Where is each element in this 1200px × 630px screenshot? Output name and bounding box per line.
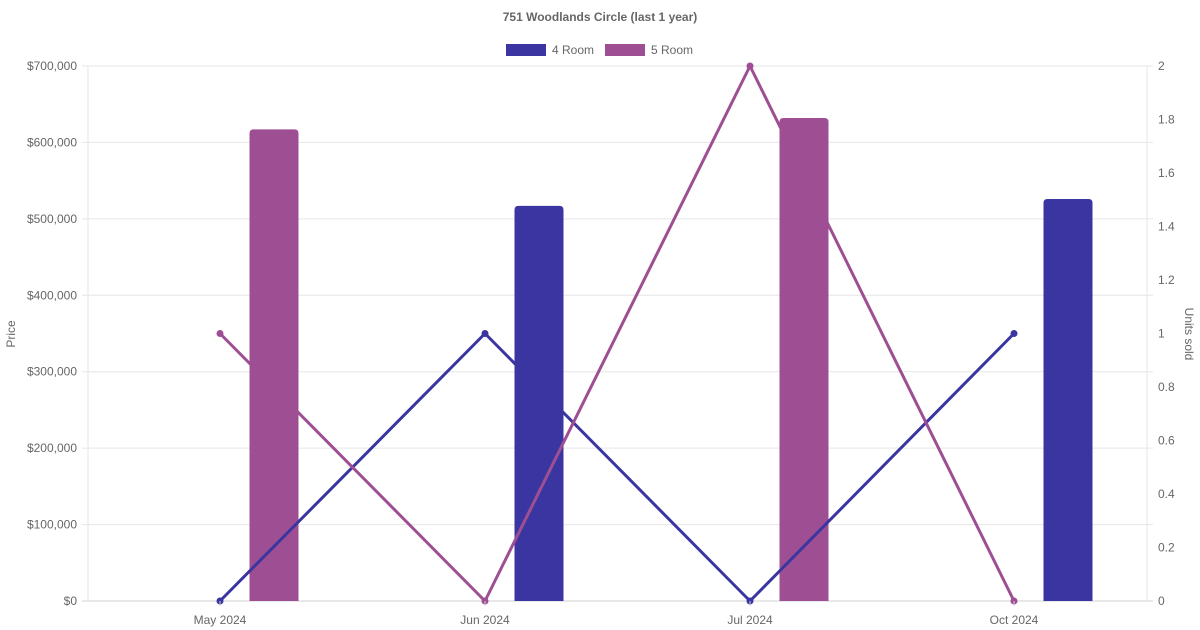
y-right-tick-label: 2	[1158, 59, 1165, 73]
y-right-tick-label: 0.8	[1158, 380, 1175, 394]
line-4-room	[218, 332, 1016, 603]
bar-series	[249, 117, 1093, 601]
y-right-axis-title: Units sold	[1182, 308, 1196, 361]
legend-swatch	[506, 44, 546, 56]
y-left-tick-label: $500,000	[27, 212, 77, 226]
y-left-tick-label: $700,000	[27, 59, 77, 73]
point-4-room	[481, 330, 489, 337]
line-series	[216, 62, 1018, 605]
bar-5-room	[779, 117, 829, 601]
x-tick-label: Jun 2024	[460, 613, 510, 627]
point-4-room	[1010, 330, 1018, 337]
y-left-tick-label: $400,000	[27, 288, 77, 302]
y-right-tick-label: 1	[1158, 327, 1165, 341]
y-right-tick-label: 0.2	[1158, 541, 1175, 555]
y-left-tick-label: $100,000	[27, 518, 77, 532]
bar-4-room	[514, 205, 564, 601]
point-5-room	[746, 62, 754, 70]
legend-label: 4 Room	[552, 43, 594, 57]
y-right-tick-label: 1.2	[1158, 273, 1175, 287]
y-left-tick-label: $0	[64, 594, 78, 608]
line-5-room	[218, 64, 1016, 603]
legend-label: 5 Room	[651, 43, 693, 57]
bar-5-room	[249, 129, 299, 601]
y-left-tick-label: $300,000	[27, 365, 77, 379]
y-right-tick-label: 1.6	[1158, 166, 1175, 180]
y-right-tick-label: 1.4	[1158, 220, 1175, 234]
y-left-axis-title: Price	[4, 320, 18, 348]
legend: 4 Room 5 Room	[506, 43, 693, 57]
y-right-tick-label: 1.8	[1158, 113, 1175, 127]
x-tick-label: Oct 2024	[990, 613, 1039, 627]
y-left-tick-label: $600,000	[27, 135, 77, 149]
x-tick-label: May 2024	[194, 613, 247, 627]
legend-swatch	[605, 44, 645, 56]
y-right-tick-label: 0	[1158, 594, 1165, 608]
axes: $0 $100,000 $200,000 $300,000 $400,000 $500,0…	[27, 59, 1175, 627]
bar-4-room	[1043, 198, 1093, 601]
chart-title: 751 Woodlands Circle (last 1 year)	[503, 10, 698, 24]
y-left-tick-label: $200,000	[27, 441, 77, 455]
x-tick-label: Jul 2024	[727, 613, 773, 627]
y-right-tick-label: 0.6	[1158, 434, 1175, 448]
point-5-room	[216, 330, 224, 337]
y-right-tick-label: 0.4	[1158, 487, 1175, 501]
